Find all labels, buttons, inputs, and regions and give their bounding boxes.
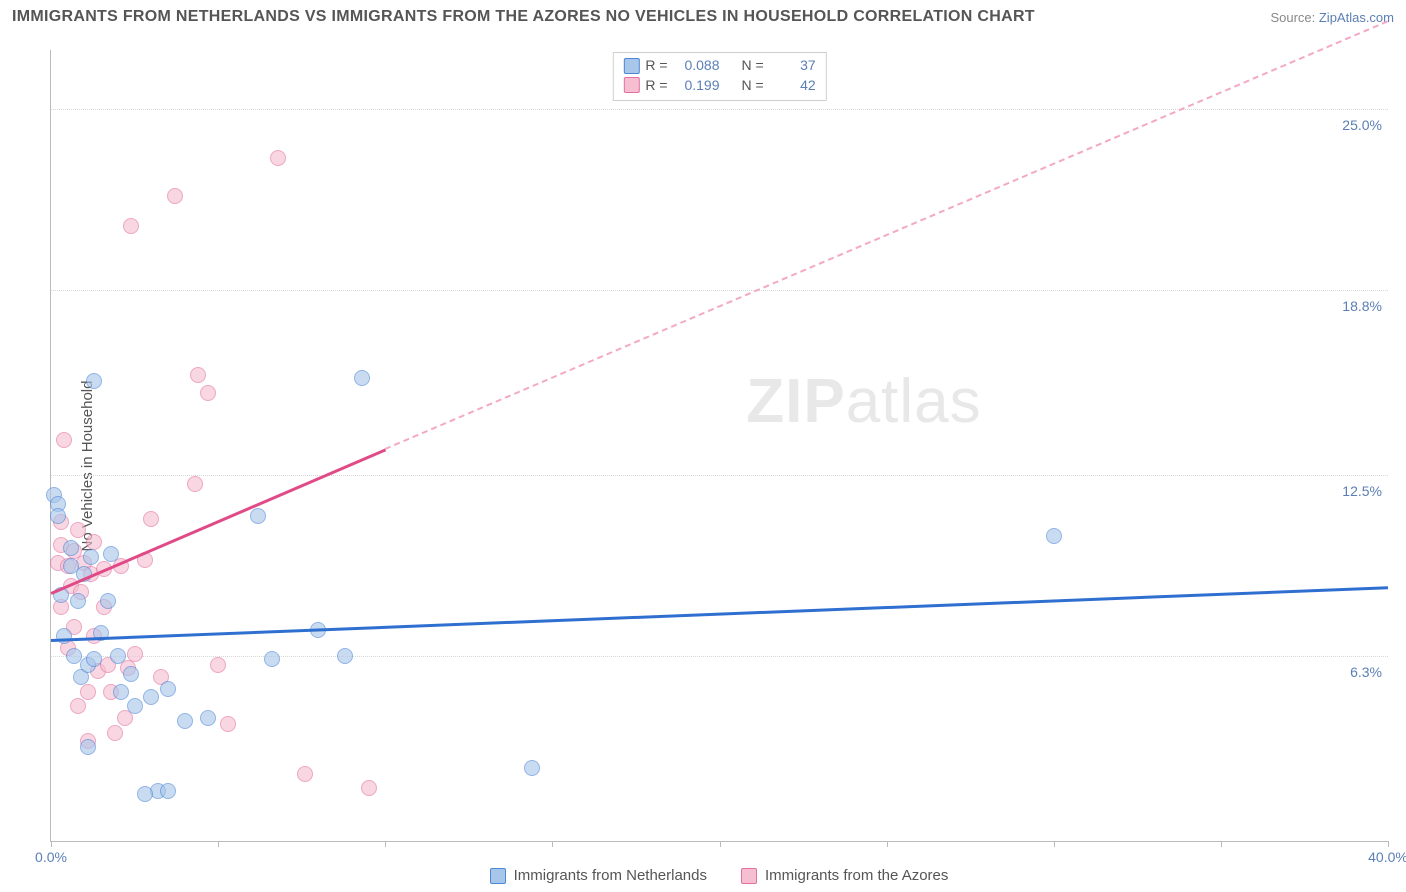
scatter-point-a: [103, 546, 119, 562]
scatter-point-a: [137, 786, 153, 802]
scatter-point-a: [70, 593, 86, 609]
xtick-mark: [1388, 841, 1389, 847]
trendline-netherlands: [51, 586, 1388, 641]
scatter-point-b: [70, 698, 86, 714]
xtick-label-min: 0.0%: [35, 849, 67, 865]
scatter-point-b: [86, 534, 102, 550]
legend-item-netherlands: Immigrants from Netherlands: [490, 867, 707, 884]
n-value-netherlands: 37: [770, 56, 816, 76]
scatter-point-a: [250, 508, 266, 524]
scatter-point-a: [63, 540, 79, 556]
n-label: N =: [742, 76, 764, 96]
scatter-point-b: [56, 432, 72, 448]
scatter-point-a: [264, 651, 280, 667]
swatch-azores: [741, 868, 757, 884]
legend-label-azores: Immigrants from the Azores: [765, 867, 948, 884]
watermark-light: atlas: [846, 367, 982, 436]
source-prefix: Source:: [1270, 10, 1318, 25]
scatter-point-a: [200, 710, 216, 726]
xtick-mark: [720, 841, 721, 847]
scatter-point-a: [337, 648, 353, 664]
scatter-point-b: [143, 511, 159, 527]
gridline-h: [51, 656, 1388, 657]
scatter-point-a: [83, 549, 99, 565]
plot-area: ZIPatlas R = 0.088 N = 37 R = 0.199 N = …: [50, 50, 1388, 842]
stats-row-netherlands: R = 0.088 N = 37: [623, 56, 815, 76]
swatch-netherlands: [623, 58, 639, 74]
header: IMMIGRANTS FROM NETHERLANDS VS IMMIGRANT…: [12, 8, 1394, 26]
scatter-point-a: [123, 666, 139, 682]
legend-label-netherlands: Immigrants from Netherlands: [514, 867, 707, 884]
scatter-point-a: [160, 681, 176, 697]
ytick-label: 6.3%: [1350, 664, 1382, 680]
scatter-point-b: [297, 766, 313, 782]
watermark-bold: ZIP: [746, 367, 845, 436]
scatter-point-a: [80, 739, 96, 755]
xtick-mark: [218, 841, 219, 847]
scatter-point-b: [200, 385, 216, 401]
trendline-azores-dashed: [385, 21, 1389, 451]
ytick-label: 18.8%: [1342, 298, 1382, 314]
scatter-point-a: [113, 684, 129, 700]
scatter-point-b: [167, 188, 183, 204]
legend-item-azores: Immigrants from the Azores: [741, 867, 948, 884]
scatter-point-a: [127, 698, 143, 714]
r-value-azores: 0.199: [674, 76, 720, 96]
swatch-netherlands: [490, 868, 506, 884]
chart-area: No Vehicles in Household ZIPatlas R = 0.…: [0, 40, 1406, 892]
r-value-netherlands: 0.088: [674, 56, 720, 76]
scatter-point-a: [160, 783, 176, 799]
n-value-azores: 42: [770, 76, 816, 96]
scatter-point-a: [354, 370, 370, 386]
xtick-mark: [887, 841, 888, 847]
scatter-point-b: [70, 522, 86, 538]
gridline-h: [51, 109, 1388, 110]
scatter-point-a: [143, 689, 159, 705]
scatter-point-b: [127, 646, 143, 662]
xtick-mark: [552, 841, 553, 847]
ytick-label: 12.5%: [1342, 483, 1382, 499]
watermark: ZIPatlas: [746, 366, 981, 437]
xtick-mark: [1221, 841, 1222, 847]
stats-row-azores: R = 0.199 N = 42: [623, 76, 815, 96]
scatter-point-b: [190, 367, 206, 383]
scatter-point-b: [80, 684, 96, 700]
legend-bottom: Immigrants from Netherlands Immigrants f…: [50, 867, 1388, 884]
scatter-point-b: [107, 725, 123, 741]
ytick-label: 25.0%: [1342, 117, 1382, 133]
scatter-point-b: [187, 476, 203, 492]
xtick-mark: [51, 841, 52, 847]
stats-legend-box: R = 0.088 N = 37 R = 0.199 N = 42: [612, 52, 826, 101]
scatter-point-a: [86, 651, 102, 667]
scatter-point-b: [123, 218, 139, 234]
gridline-h: [51, 475, 1388, 476]
scatter-point-a: [86, 373, 102, 389]
scatter-point-a: [56, 628, 72, 644]
source-attribution: Source: ZipAtlas.com: [1270, 10, 1394, 25]
trendline-azores-solid: [51, 449, 386, 595]
xtick-mark: [1054, 841, 1055, 847]
scatter-point-b: [220, 716, 236, 732]
scatter-point-a: [100, 593, 116, 609]
scatter-point-b: [361, 780, 377, 796]
scatter-point-a: [524, 760, 540, 776]
scatter-point-b: [270, 150, 286, 166]
xtick-mark: [385, 841, 386, 847]
scatter-point-a: [50, 508, 66, 524]
r-label: R =: [645, 76, 667, 96]
scatter-point-a: [1046, 528, 1062, 544]
scatter-point-a: [110, 648, 126, 664]
n-label: N =: [742, 56, 764, 76]
scatter-point-b: [210, 657, 226, 673]
swatch-azores: [623, 77, 639, 93]
chart-title: IMMIGRANTS FROM NETHERLANDS VS IMMIGRANT…: [12, 8, 1035, 26]
r-label: R =: [645, 56, 667, 76]
scatter-point-a: [177, 713, 193, 729]
xtick-label-max: 40.0%: [1368, 849, 1406, 865]
gridline-h: [51, 290, 1388, 291]
